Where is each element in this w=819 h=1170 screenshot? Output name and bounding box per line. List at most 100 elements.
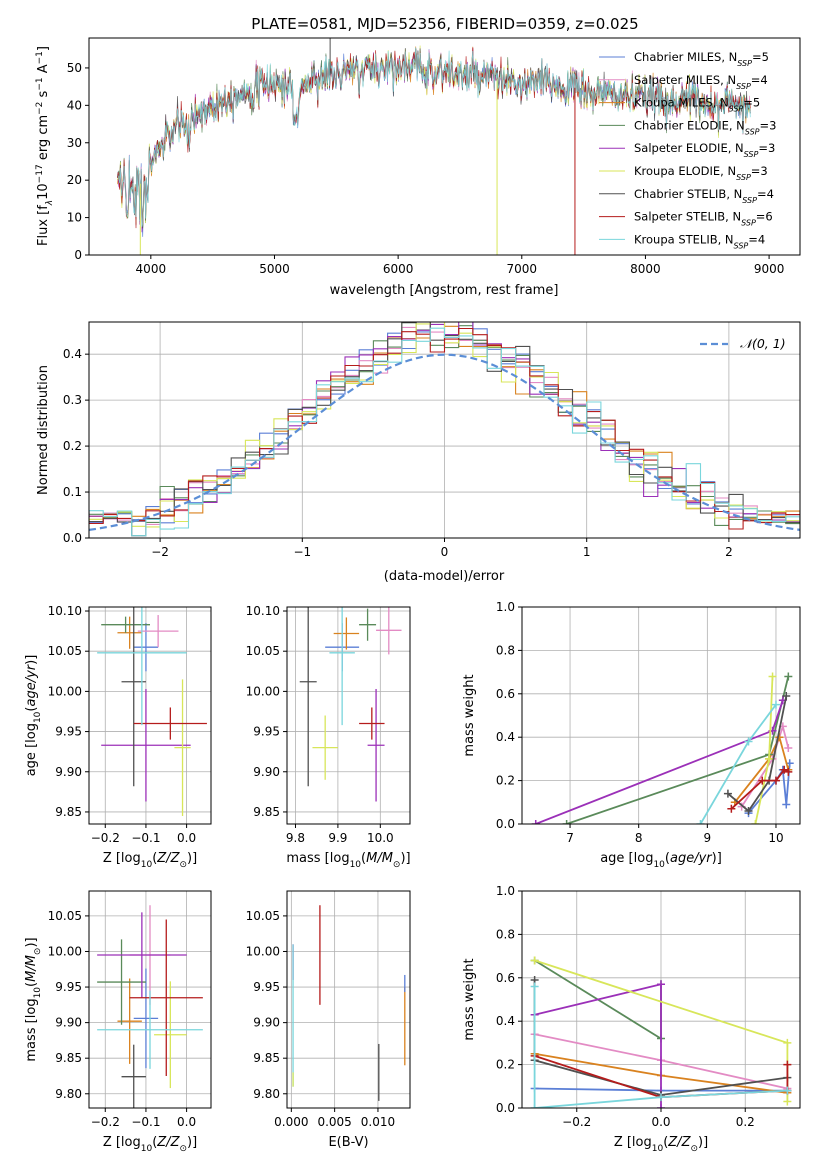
x-tick-label: 0.000 [274,1115,308,1129]
label-part: ⊙ [690,1144,698,1154]
y-tick-label: 10.05 [246,644,280,658]
y-tick-label: 1.0 [496,600,515,614]
plot-area-mass_vs_EBV [292,905,406,1101]
label-part: ⊙ [33,948,43,956]
label-part: )] [24,655,39,665]
axes-frame [521,606,801,825]
label-part: (data-model)/error [384,569,505,584]
label-part: Z/Z [156,851,180,866]
label-part: )] [187,1135,197,1150]
label-part: 10 [33,711,43,723]
legend-name: Kroupa STELIB, N [634,232,734,246]
x-tick-label: 0.0 [177,1115,196,1129]
y-tick-label: 9.85 [253,1051,280,1065]
label-part: mass [log [24,998,39,1061]
x-tick-label: −0.2 [91,1115,120,1129]
label-part: )] [712,851,722,866]
x-axis-label: wavelength [Angstrom, rest frame] [330,283,559,298]
y-tick-label: 0.2 [496,1058,515,1072]
label-part: age [log [600,851,653,866]
label-part: Z/Z [156,1135,180,1150]
y-axis-label: Flux [fλ10−17 erg cm−2 s−1 A−1] [35,46,55,246]
panel-residual_hist: −2 −1 0 1 2 0.0 0.1 0.2 0.3 0.4 𝒩(0, 1) (data-model… [36,321,801,584]
point-marker [783,1038,792,1047]
x-tick-label: 0.2 [736,1115,755,1129]
legend-sub: SSP [737,59,752,68]
errorbar-salpeter-elodie [101,688,191,802]
label-part: ] [36,46,51,51]
y-tick-label: 10.05 [246,909,280,923]
legend-sub: SSP [734,241,749,250]
label-part: −17 [35,164,45,183]
label-part: Z [log [103,1135,141,1150]
label-part: )] [698,1135,708,1150]
y-tick-label: 30 [67,136,82,150]
legend-label: Salpeter MILES, NSSP=4 [634,73,768,91]
errorbar-kroupa-miles [333,617,360,650]
weight-line-kroupa-elodie [751,672,777,824]
point-marker [784,672,793,681]
weight-line-kroupa-stelib [696,700,780,824]
y-tick-label: 0.6 [496,971,515,985]
errorbar-chabrier-miles [133,968,159,1069]
x-tick-label: 9000 [754,262,785,276]
legend-name: Chabrier STELIB, N [634,187,742,201]
weight-line-salpeter-stelib [727,765,793,813]
plot-area-spectrum [117,38,751,255]
y-tick-label: 40 [67,98,82,112]
legend-name: Chabrier MILES, N [634,50,737,64]
chart-layer: 4000 5000 6000 7000 8000 900001020304050wavel… [24,37,801,1154]
errorbar-kroupa-stelib [97,990,203,1069]
point-marker [530,956,539,965]
x-axis-label: E(B-V) [328,1135,368,1150]
legend-label: Chabrier MILES, NSSP=5 [634,50,769,68]
legend-label: Salpeter STELIB, NSSP=6 [634,210,773,228]
x-tick-label: 5000 [259,262,290,276]
y-tick-label: 0.0 [496,1101,515,1115]
spectrum-line-kroupa-stelib [117,47,751,227]
y-tick-label: 9.80 [253,1087,280,1101]
x-tick-label: −0.1 [131,1115,160,1129]
y-tick-label: 10.00 [48,684,82,698]
label-part: ( [152,851,157,866]
errorbar-salpeter-elodie [367,688,385,802]
point-marker [657,980,665,989]
x-tick-label: 6000 [383,262,414,276]
panel-mass_vs_Z: −0.2 −0.1 0.0 9.80 9.85 9.90 9.95 10.00 10.05 Z [… [24,890,212,1154]
x-tick-label: 9 [704,831,712,845]
x-tick-label: −0.2 [562,1115,591,1129]
legend-value: =4 [748,232,765,246]
x-tick-label: 7000 [507,262,538,276]
y-tick-label: 9.90 [253,1016,280,1030]
axes-frame [286,890,411,1109]
errorbar-salpeter-stelib [133,707,207,740]
legend-sub: SSP [745,127,760,136]
y-tick-label: 10 [67,211,82,225]
y-tick-label: 9.90 [55,765,82,779]
label-part: wavelength [Angstrom, rest frame] [330,283,559,298]
legend-value: =3 [760,118,777,132]
label-part: ( [24,982,39,987]
label-part: mass [log [286,851,349,866]
label-part: ⊙ [393,860,401,870]
plot-area-age_vs_mass [299,607,402,802]
y-tick-label: 0.0 [496,817,515,831]
label-part: −1 [35,51,45,64]
label-part: erg cm [36,115,51,164]
label-part: ⊙ [179,1144,187,1154]
x-tick-label: 8 [635,831,643,845]
y-tick-label: 9.90 [253,765,280,779]
label-part: λ [45,200,55,206]
point-marker [657,1104,665,1108]
label-part: M/M [24,955,39,982]
y-axis-label: Normed distribution [36,365,51,495]
legend-label: Kroupa STELIB, NSSP=4 [634,232,765,250]
legend-sub: SSP [729,104,744,113]
x-axis-label: age [log10(age/yr)] [600,851,722,870]
y-tick-label: 9.90 [55,1016,82,1030]
y-tick-label: 0.4 [496,730,515,744]
label-part: ( [665,851,670,866]
legend-sub: SSP [736,173,751,182]
label-part: )] [400,851,410,866]
x-axis-label: Z [log10(Z/Z⊙)] [103,1135,197,1154]
